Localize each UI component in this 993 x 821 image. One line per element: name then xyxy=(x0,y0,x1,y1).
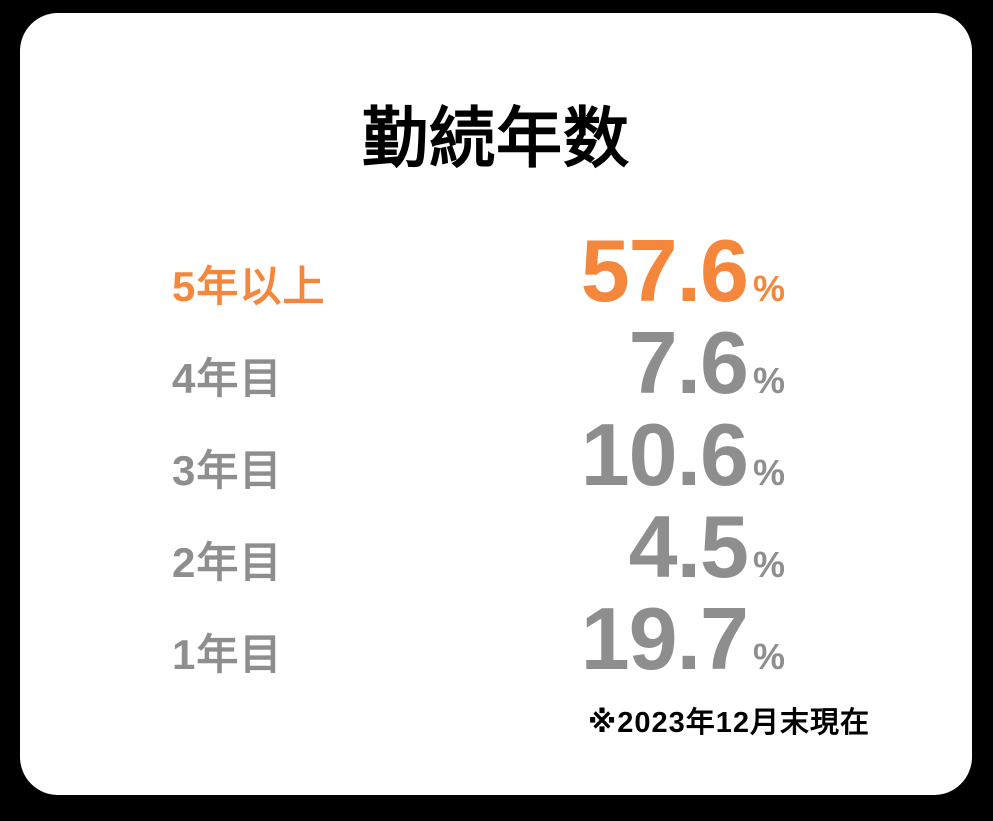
as-of-date-note: ※2023年12月末現在 xyxy=(588,707,870,739)
value-number: 10.6 xyxy=(580,405,749,504)
percent-sign: % xyxy=(752,360,785,401)
percent-sign: % xyxy=(752,452,785,493)
value: 19.7% xyxy=(581,593,785,685)
page-title: 勤続年数 xyxy=(362,101,630,175)
list-item: 1年目 19.7% xyxy=(172,593,785,685)
list-item: 3年目 10.6% xyxy=(172,409,785,501)
value: 10.6% xyxy=(581,409,785,501)
value: 57.6% xyxy=(581,225,785,317)
list-item: 2年目 4.5% xyxy=(172,501,785,593)
category-label: 1年目 xyxy=(172,631,283,678)
value: 7.6% xyxy=(629,317,785,409)
category-label: 3年目 xyxy=(172,447,283,494)
list-item: 4年目 7.6% xyxy=(172,317,785,409)
percent-sign: % xyxy=(752,544,785,585)
value-number: 7.6 xyxy=(628,313,749,412)
category-label: 4年目 xyxy=(172,355,283,402)
list-item: 5年以上 57.6% xyxy=(172,225,785,317)
percent-sign: % xyxy=(752,268,785,309)
value: 4.5% xyxy=(629,501,785,593)
value-number: 4.5 xyxy=(628,497,749,596)
stats-card: 勤続年数 5年以上 57.6% 4年目 7.6% 3年目 10.6% 2年目 4… xyxy=(20,13,972,795)
category-label: 2年目 xyxy=(172,539,283,586)
percent-sign: % xyxy=(752,636,785,677)
category-label: 5年以上 xyxy=(172,263,326,310)
stats-list: 5年以上 57.6% 4年目 7.6% 3年目 10.6% 2年目 4.5% 1… xyxy=(172,225,785,685)
value-number: 57.6 xyxy=(580,221,749,320)
value-number: 19.7 xyxy=(580,589,749,688)
